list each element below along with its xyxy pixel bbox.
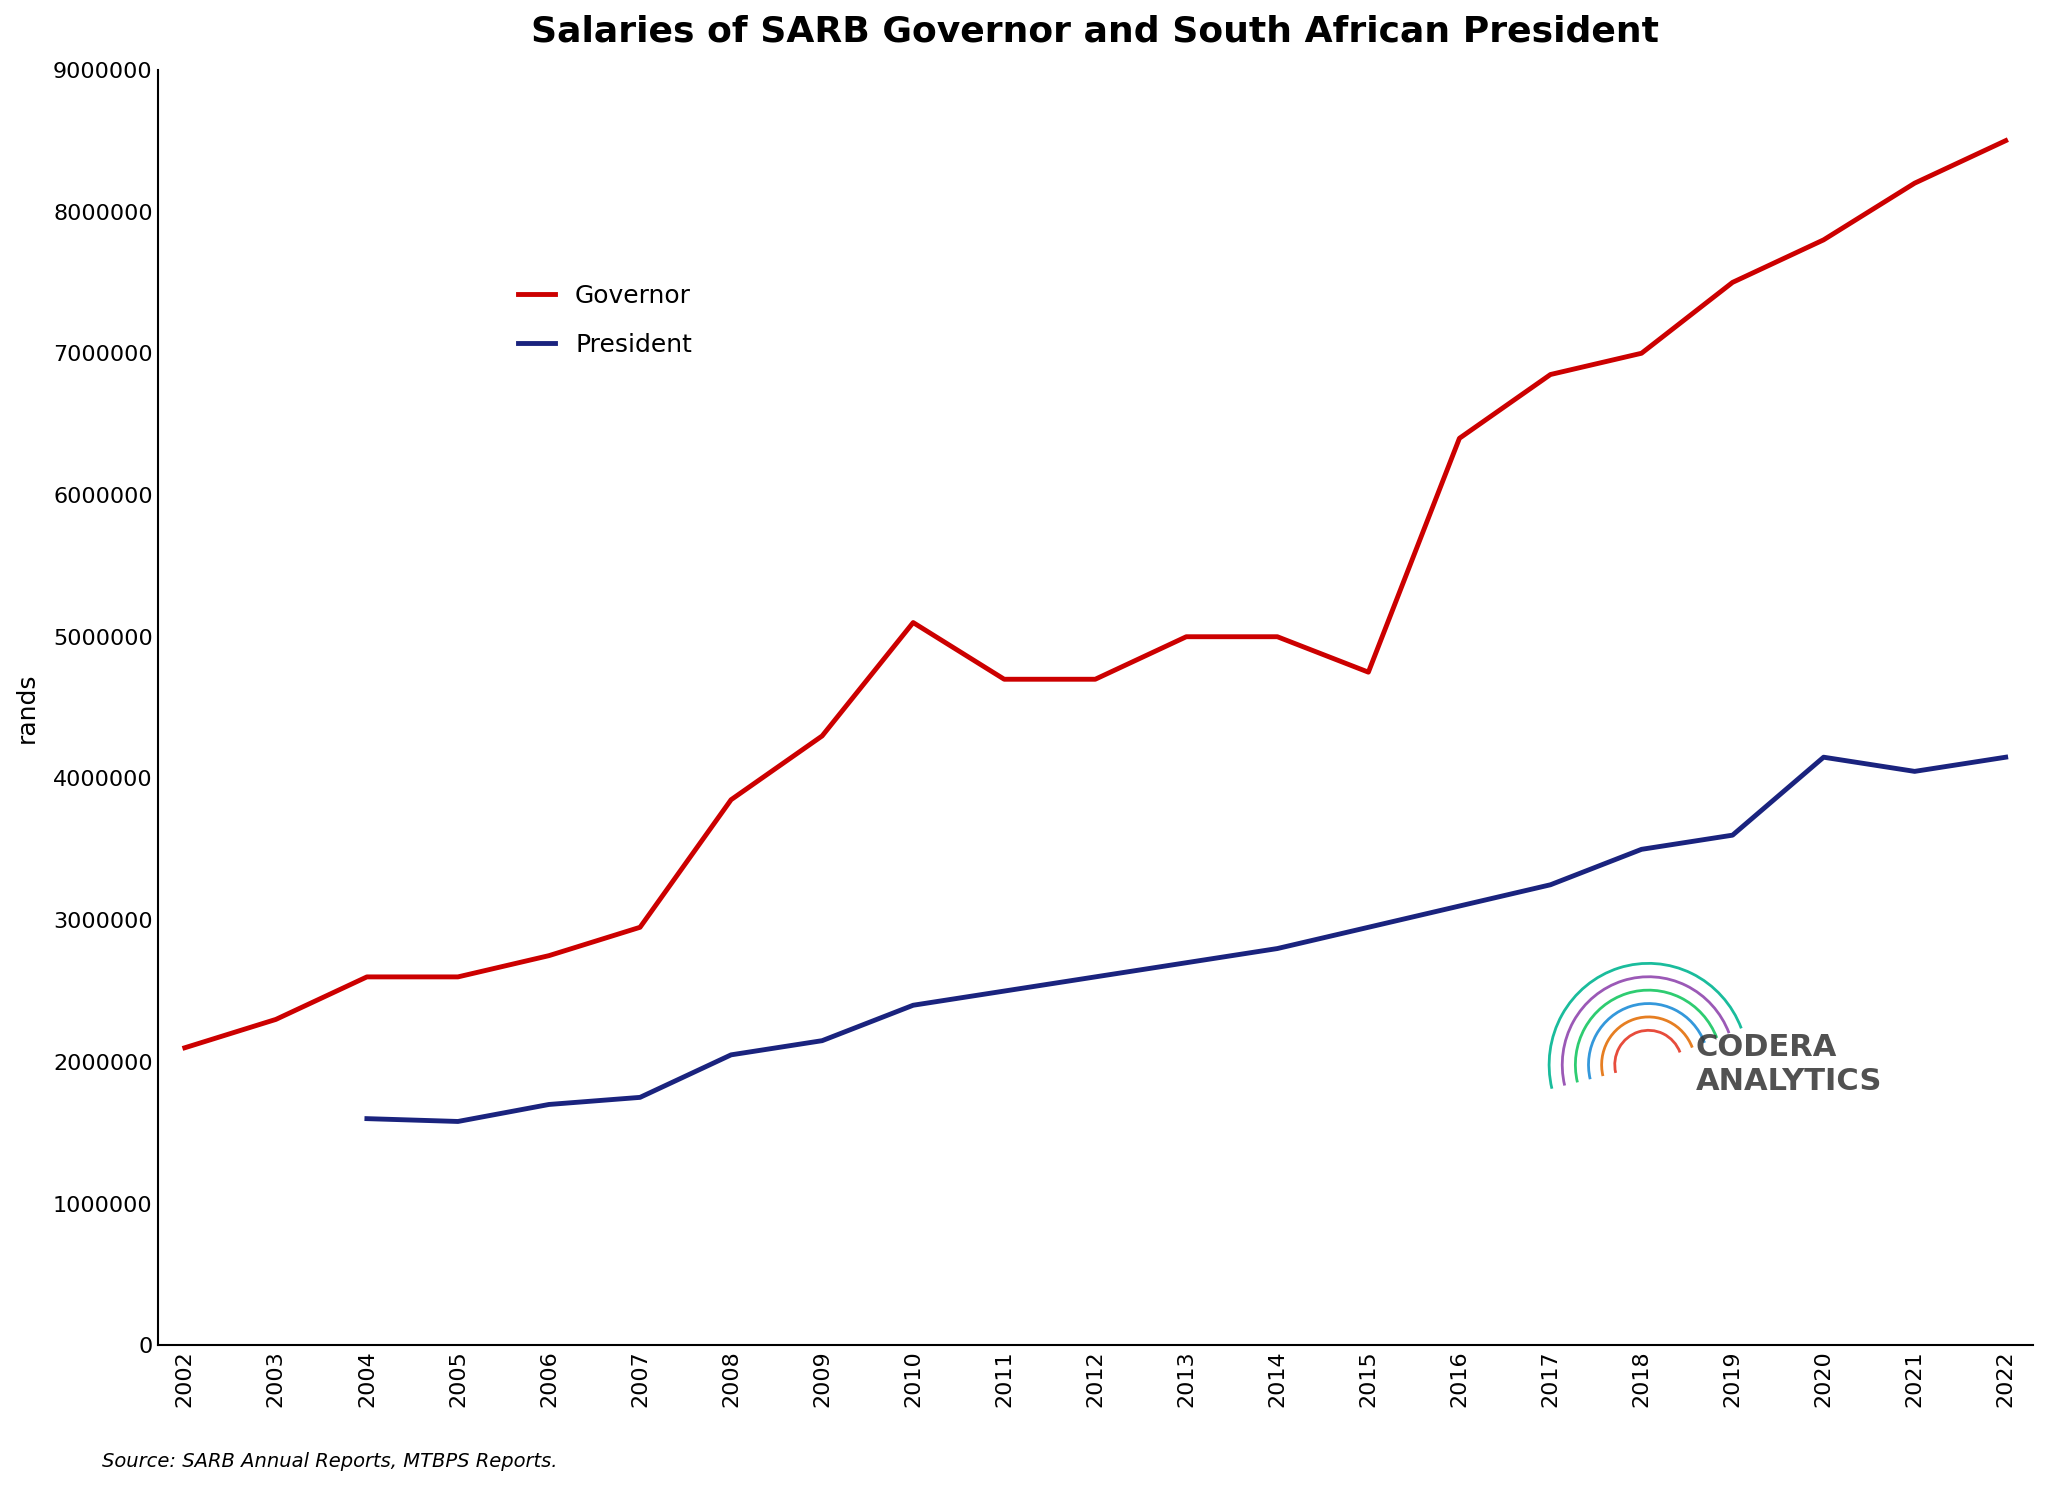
President [1538, 876, 1563, 894]
President [1448, 897, 1473, 915]
President [991, 982, 1016, 1000]
President [1903, 762, 1927, 780]
President [629, 1088, 653, 1106]
Governor [1266, 627, 1290, 645]
Governor [1903, 174, 1927, 192]
Line: Governor: Governor [184, 141, 2005, 1048]
Governor [354, 969, 379, 987]
President [1083, 969, 1108, 987]
Governor [1083, 671, 1108, 689]
Governor [809, 728, 834, 746]
Governor [264, 1010, 289, 1028]
Governor [172, 1039, 197, 1057]
Title: Salaries of SARB Governor and South African President: Salaries of SARB Governor and South Afri… [530, 15, 1659, 49]
Governor [991, 671, 1016, 689]
Governor [446, 969, 471, 987]
President [1993, 748, 2017, 766]
President [809, 1031, 834, 1049]
Governor [1174, 627, 1198, 645]
Governor [629, 918, 653, 936]
Line: President: President [367, 757, 2005, 1121]
Governor [1356, 663, 1380, 681]
Governor [1810, 231, 1835, 249]
President [719, 1046, 743, 1064]
President [1356, 918, 1380, 936]
President [1266, 940, 1290, 958]
Governor [1448, 430, 1473, 448]
Governor [719, 790, 743, 808]
Governor [537, 946, 561, 964]
Governor [1720, 274, 1745, 292]
President [901, 997, 926, 1015]
Y-axis label: rands: rands [14, 672, 39, 743]
President [1720, 826, 1745, 844]
Legend: Governor, President: Governor, President [508, 274, 702, 367]
President [537, 1096, 561, 1114]
Governor [1538, 365, 1563, 383]
Governor [1993, 132, 2017, 150]
President [354, 1109, 379, 1127]
Governor [901, 614, 926, 632]
Text: CODERA
ANALYTICS: CODERA ANALYTICS [1696, 1033, 1882, 1096]
President [1810, 748, 1835, 766]
Text: Source: SARB Annual Reports, MTBPS Reports.: Source: SARB Annual Reports, MTBPS Repor… [102, 1452, 557, 1472]
President [1630, 840, 1655, 858]
President [446, 1112, 471, 1130]
President [1174, 954, 1198, 972]
Governor [1630, 344, 1655, 362]
